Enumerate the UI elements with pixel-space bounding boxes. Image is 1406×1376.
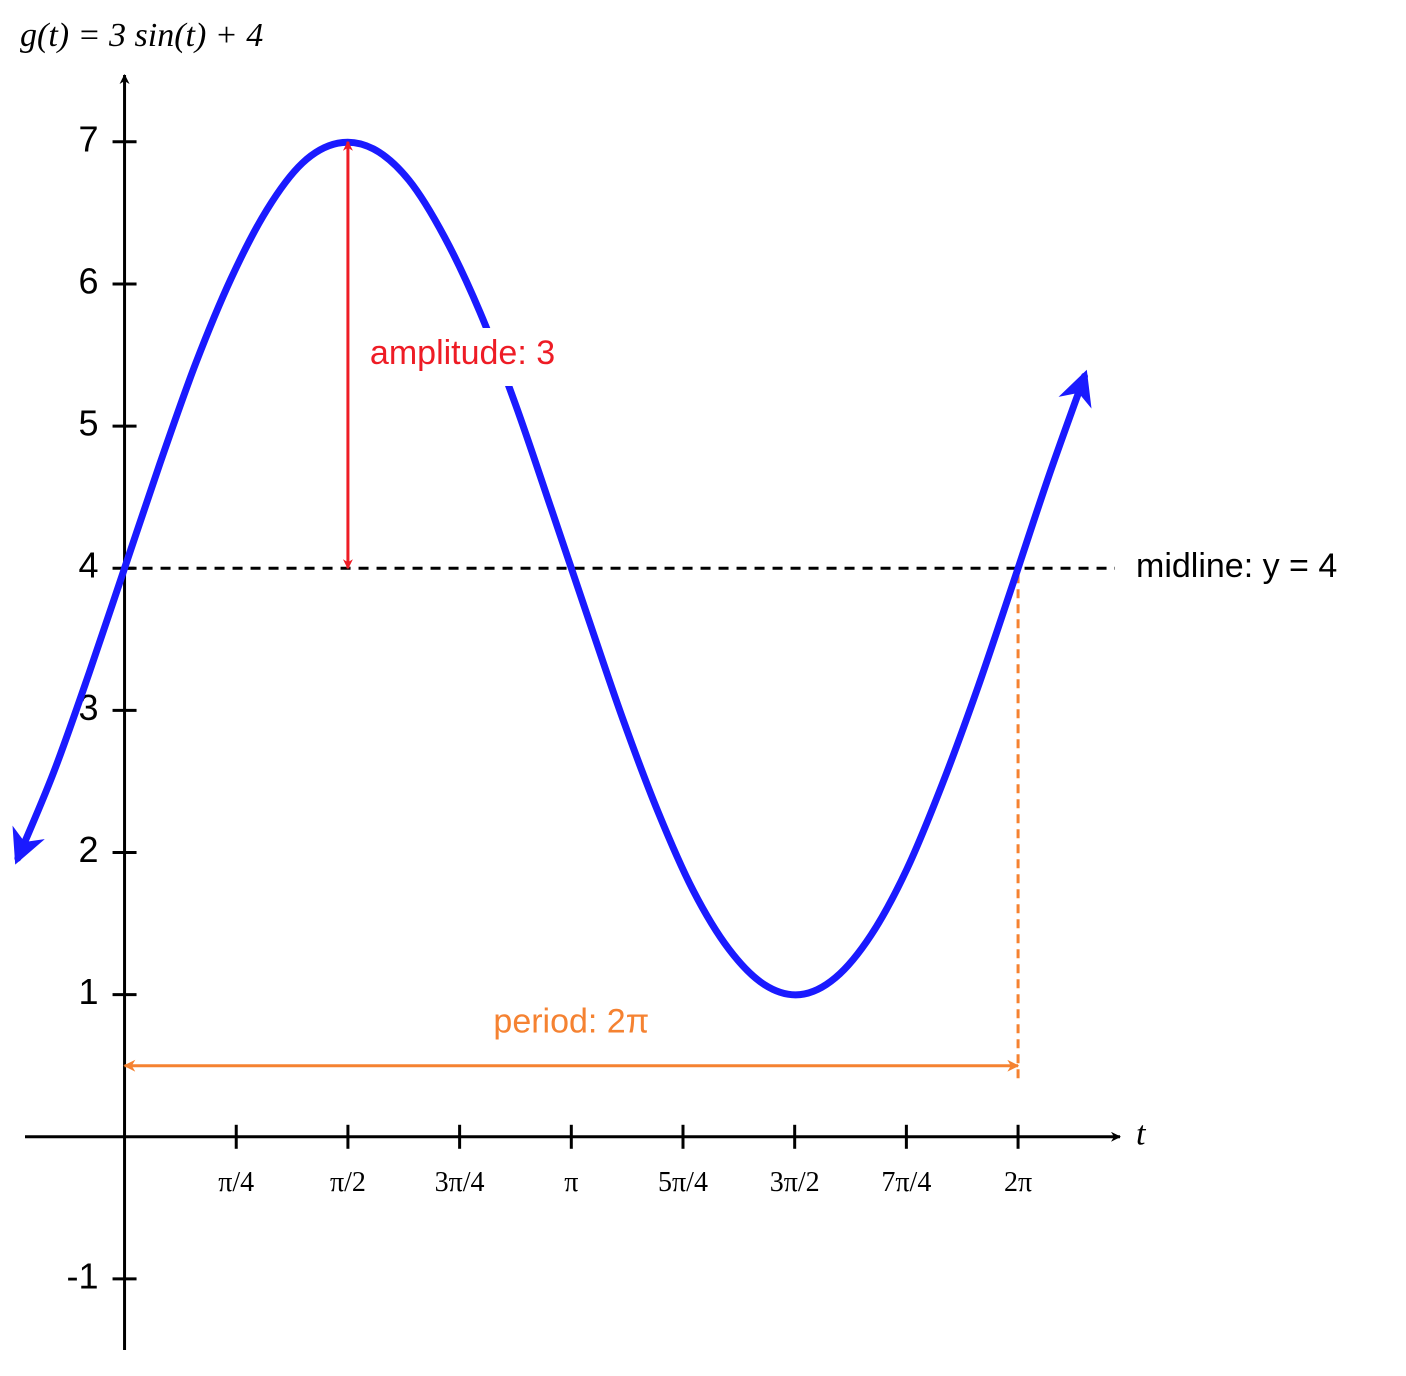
y-tick-label: -1 [67, 1255, 99, 1296]
y-tick-label: 2 [79, 829, 99, 870]
y-tick-label: 5 [79, 403, 99, 444]
x-tick-label: 3π/4 [435, 1167, 485, 1198]
label-backdrop [362, 328, 598, 386]
amplitude-label: amplitude: 3 [370, 334, 555, 372]
x-tick-label: π [564, 1167, 578, 1198]
y-tick-label: 4 [79, 545, 99, 586]
period-label: period: 2π [493, 1003, 649, 1041]
midline-label: midline: y = 4 [1136, 547, 1337, 585]
x-tick-label: 7π/4 [881, 1167, 931, 1198]
chart-title: g(t) = 3 sin(t) + 4 [20, 17, 263, 54]
x-axis-label: t [1136, 1116, 1147, 1153]
x-tick-label: π/2 [330, 1167, 366, 1198]
x-tick-label: 3π/2 [770, 1167, 820, 1198]
x-tick-label: π/4 [218, 1167, 254, 1198]
y-tick-label: 6 [79, 260, 99, 301]
y-tick-label: 7 [79, 118, 99, 159]
y-tick-label: 1 [79, 971, 99, 1012]
curve [12, 138, 1092, 999]
x-tick-label: 5π/4 [658, 1167, 708, 1198]
x-tick-label: 2π [1004, 1167, 1032, 1198]
